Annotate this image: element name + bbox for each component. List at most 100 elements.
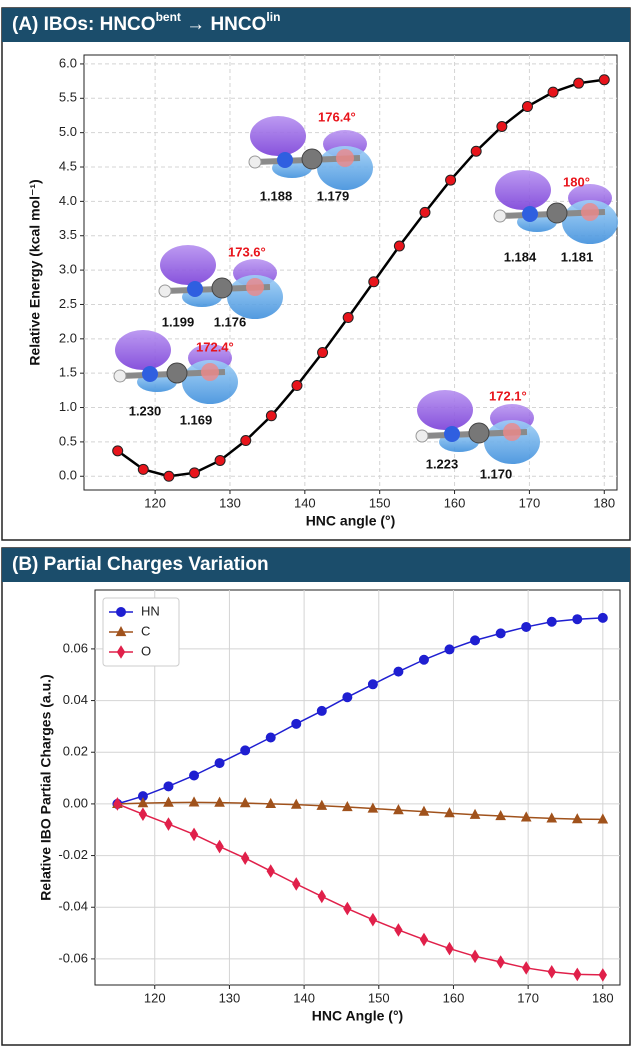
y-tick-label: 4.0 — [59, 193, 77, 208]
x-tick-label: 130 — [219, 990, 241, 1005]
atom — [142, 366, 158, 382]
y-tick-label: 2.0 — [59, 330, 77, 345]
atom — [522, 206, 538, 222]
marker — [189, 468, 199, 478]
marker — [317, 706, 326, 715]
angle-label: 180° — [563, 174, 590, 189]
bond-length: 1.176 — [214, 314, 247, 329]
y-tick-label: -0.02 — [58, 847, 88, 862]
bond-length: 1.169 — [180, 412, 213, 427]
x-tick-label: 150 — [368, 990, 390, 1005]
atom — [302, 149, 322, 169]
atom — [581, 203, 599, 221]
legend-label: C — [141, 623, 150, 638]
atom — [246, 278, 264, 296]
x-tick-label: 150 — [369, 495, 391, 510]
marker — [547, 617, 556, 626]
legend-label: O — [141, 643, 151, 658]
title-text: → HNCO — [181, 14, 267, 35]
marker — [420, 207, 430, 217]
bond-length: 1.179 — [317, 188, 350, 203]
marker — [369, 277, 379, 287]
y-tick-label: 5.0 — [59, 124, 77, 139]
atom — [444, 426, 460, 442]
marker — [343, 313, 353, 323]
marker — [164, 471, 174, 481]
marker — [266, 411, 276, 421]
bond-length: 1.223 — [426, 456, 459, 471]
x-tick-label: 120 — [144, 495, 166, 510]
x-tick-label: 180 — [593, 495, 615, 510]
atom — [114, 370, 126, 382]
y-axis-label: Relative IBO Partial Charges (a.u.) — [38, 674, 54, 900]
atom — [416, 430, 428, 442]
figure: (A) IBOs: HNCObent → HNCOlin 120 130 140 150… — [0, 0, 632, 1047]
y-tick-label: 4.5 — [59, 158, 77, 173]
marker — [446, 175, 456, 185]
atom — [159, 285, 171, 297]
atom — [336, 149, 354, 167]
y-tick-label: 3.0 — [59, 262, 77, 277]
marker — [292, 719, 301, 728]
orbital-lobe — [250, 116, 306, 156]
atom — [249, 156, 261, 168]
angle-label: 172.1° — [489, 388, 527, 403]
marker — [241, 436, 251, 446]
marker — [599, 75, 609, 85]
x-tick-label: 160 — [443, 990, 465, 1005]
marker — [138, 464, 148, 474]
y-tick-label: 1.5 — [59, 365, 77, 380]
angle-label: 176.4° — [318, 109, 356, 124]
angle-label: 172.4° — [196, 339, 234, 354]
marker — [471, 636, 480, 645]
marker — [548, 87, 558, 97]
atom — [201, 363, 219, 381]
marker — [471, 146, 481, 156]
orbital-lobe — [495, 170, 551, 210]
x-tick-label: 120 — [144, 990, 166, 1005]
atom — [494, 210, 506, 222]
y-tick-label: -0.06 — [58, 950, 88, 965]
x-axis-label: HNC Angle (°) — [312, 1008, 403, 1024]
atom — [277, 152, 293, 168]
marker — [215, 759, 224, 768]
y-tick-label: 3.5 — [59, 227, 77, 242]
x-tick-label: 140 — [294, 495, 316, 510]
bond-length: 1.199 — [162, 314, 195, 329]
y-tick-label: 0.06 — [63, 640, 88, 655]
title-superscript: bent — [156, 10, 181, 24]
marker — [522, 622, 531, 631]
marker — [394, 241, 404, 251]
marker — [574, 78, 584, 88]
atom — [469, 423, 489, 443]
y-tick-label: 5.5 — [59, 90, 77, 105]
marker — [241, 746, 250, 755]
marker — [368, 680, 377, 689]
y-tick-label: 0.00 — [63, 795, 88, 810]
atom — [212, 278, 232, 298]
x-tick-label: 170 — [517, 990, 539, 1005]
atom — [547, 203, 567, 223]
orbital-lobe — [417, 390, 473, 430]
marker — [190, 771, 199, 780]
angle-label: 173.6° — [228, 244, 266, 259]
x-tick-label: 180 — [592, 990, 614, 1005]
panel-title: (A) IBOs: HNCObent → HNCOlin — [12, 10, 280, 35]
x-tick-label: 160 — [444, 495, 466, 510]
y-tick-label: 2.5 — [59, 296, 77, 311]
atom — [503, 423, 521, 441]
atom — [187, 281, 203, 297]
bond-length: 1.170 — [480, 466, 513, 481]
bond-length: 1.184 — [504, 249, 537, 264]
marker — [266, 733, 275, 742]
panel-title: (B) Partial Charges Variation — [12, 554, 269, 575]
marker — [419, 655, 428, 664]
marker — [318, 348, 328, 358]
x-tick-label: 170 — [519, 495, 541, 510]
marker — [113, 446, 123, 456]
marker — [215, 455, 225, 465]
y-tick-label: 0.02 — [63, 744, 88, 759]
atom — [167, 363, 187, 383]
title-text: (A) IBOs: HNCO — [12, 14, 156, 35]
title-text: (B) Partial Charges Variation — [12, 554, 269, 575]
